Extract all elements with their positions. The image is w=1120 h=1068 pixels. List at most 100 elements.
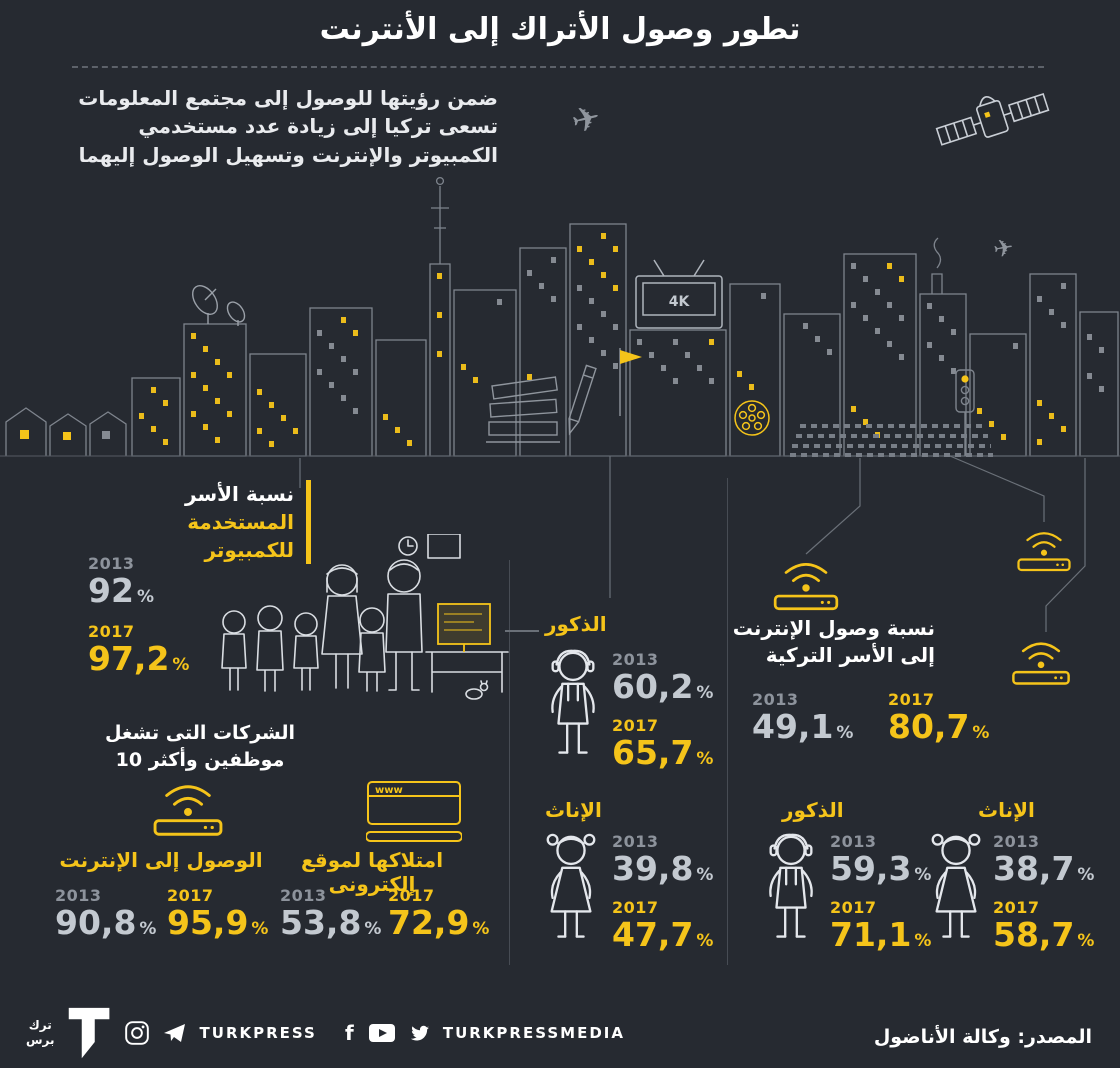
film-reel-icon	[734, 400, 770, 436]
stat-value: 97,2%	[88, 639, 190, 678]
companies-internet-2017: 2017 95,9%	[167, 886, 275, 941]
stat-value: 80,7%	[888, 707, 990, 746]
houses	[5, 407, 127, 456]
page-title: تطور وصول الأتراك إلى الأنترنت	[319, 12, 801, 47]
satellite-dish-icon	[191, 284, 246, 326]
boy-icon	[542, 646, 604, 772]
computer-females-title: الإناث	[545, 798, 602, 822]
computer-households-2013: 2013 92%	[88, 554, 208, 609]
brand-turkpressmedia: TURKPRESSMEDIA	[442, 1024, 625, 1042]
stat-value: 38,7%	[993, 849, 1095, 888]
tv-label: 4K	[669, 294, 691, 310]
computer-households-title: نسبة الأسر المستخدمة للكمبيوتر	[96, 480, 311, 564]
year-label: 2013	[612, 832, 659, 851]
footer-brand-bar: ترك برس TURKPRESS f TURK	[26, 998, 625, 1068]
year-label: 2017	[88, 622, 135, 641]
year-label: 2017	[612, 898, 659, 917]
instagram-icon[interactable]	[124, 1020, 150, 1046]
companies-website-title: امتلاكها لموقع إلكترونى	[300, 848, 444, 896]
facebook-icon[interactable]: f	[344, 1021, 356, 1045]
year-label: 2017	[888, 690, 935, 709]
year-label: 2013	[830, 832, 877, 851]
browser-window-icon: www	[366, 781, 462, 842]
title-separator	[72, 66, 1044, 68]
stat-value: 90,8%	[55, 903, 157, 942]
skyline-buildings	[131, 223, 1119, 457]
year-label: 2013	[752, 690, 799, 709]
computer-households-2017: 2017 97,2%	[88, 622, 208, 677]
stat-value: 59,3%	[830, 849, 932, 888]
family-computer-illustration	[221, 534, 509, 700]
stat-value: 58,7%	[993, 915, 1095, 954]
logo-t-icon	[68, 1007, 109, 1059]
wifi-router-icon	[146, 780, 230, 842]
companies-internet-2013: 2013 90,8%	[55, 886, 157, 941]
svg-text:f: f	[345, 1021, 354, 1045]
intro-text: ضمن رؤيتها للوصول إلى مجتمع المعلومات تس…	[78, 86, 498, 167]
stat-value: 95,9%	[167, 903, 269, 942]
source-credit: المصدر: وكالة الأناضول	[873, 1026, 1092, 1048]
stat-value: 49,1%	[752, 707, 854, 746]
year-label: 2013	[612, 650, 659, 669]
internet-females-2013: 2013 38,7%	[993, 832, 1113, 887]
picture-frame-icon	[427, 534, 461, 559]
year-label: 2013	[55, 886, 102, 905]
companies-internet-values: 2013 90,8% 2017 95,9%	[55, 886, 275, 941]
telegram-icon[interactable]	[163, 1022, 187, 1044]
internet-males-title: الذكور	[782, 798, 844, 822]
traffic-light-icon	[955, 369, 975, 456]
stat-value: 65,7%	[612, 733, 714, 772]
desk	[425, 651, 509, 693]
wifi-router-icon	[1008, 638, 1074, 690]
section-divider	[509, 560, 510, 965]
chimney-smoke	[931, 237, 943, 294]
clock-icon	[398, 536, 418, 556]
computer-males-2013: 2013 60,2%	[612, 650, 732, 705]
section-title-line: المستخدمة للكمبيوتر	[187, 510, 294, 562]
companies-website-2013: 2013 53,8%	[280, 886, 382, 942]
computer-males-2017: 2017 65,7%	[612, 716, 732, 771]
year-label: 2017	[993, 898, 1040, 917]
twitter-icon[interactable]	[408, 1024, 430, 1042]
year-label: 2017	[612, 716, 659, 735]
logo-arabic-text: ترك برس	[26, 1018, 55, 1047]
internet-males-2013: 2013 59,3%	[830, 832, 950, 887]
airplane-icon: ✈	[991, 233, 1016, 264]
wifi-router-icon	[1012, 528, 1076, 576]
computer-females-2017: 2017 47,7%	[612, 898, 732, 953]
internet-females-title: الإناث	[978, 798, 1035, 822]
antenna-tower-icon	[431, 176, 449, 264]
internet-households-2013: 2013 49,1%	[752, 690, 872, 745]
stat-value: 72,9%	[388, 903, 490, 942]
computer-males-title: الذكور	[545, 612, 607, 636]
internet-males-2017: 2017 71,1%	[830, 898, 950, 953]
turkpress-logo: ترك برس	[26, 1002, 111, 1064]
companies-internet-title: الوصول إلى الإنترنت	[59, 848, 263, 872]
companies-website-2017: 2017 72,9%	[388, 886, 494, 941]
year-label: 2017	[830, 898, 877, 917]
pencil-icon	[568, 364, 597, 436]
stadium-seats	[790, 424, 993, 457]
connector-dash	[505, 630, 539, 632]
computer-females-2013: 2013 39,8%	[612, 832, 732, 887]
brand-turkpress: TURKPRESS	[199, 1024, 317, 1042]
stat-value: 39,8%	[612, 849, 714, 888]
year-label: 2013	[88, 554, 135, 573]
internet-females-2017: 2017 58,7%	[993, 898, 1113, 953]
stat-value: 60,2%	[612, 667, 714, 706]
internet-households-2017: 2017 80,7%	[888, 690, 1008, 745]
youtube-icon[interactable]	[368, 1024, 395, 1042]
companies-title: الشركات التى تشغل موظفين وأكثر 10	[104, 722, 296, 771]
cat-icon	[465, 680, 489, 700]
section-title-line: نسبة الأسر	[185, 482, 294, 506]
girl-icon	[540, 830, 602, 956]
section-divider	[727, 478, 728, 965]
flag-icon	[619, 348, 642, 416]
stat-value: 53,8%	[280, 903, 382, 942]
year-label: 2013	[280, 886, 327, 905]
year-label: 2017	[388, 886, 435, 905]
computer-monitor-icon	[437, 603, 491, 652]
stat-value: 92%	[88, 571, 154, 610]
wifi-router-icon	[768, 558, 844, 616]
